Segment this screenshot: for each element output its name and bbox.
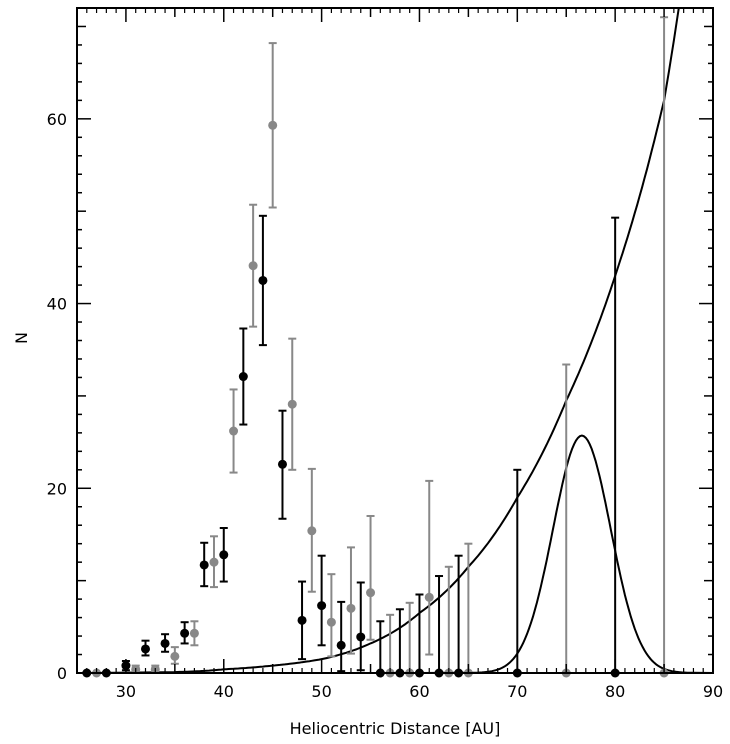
black-data-point: [199, 541, 209, 588]
black-data-point: [297, 580, 307, 661]
marker: [424, 592, 434, 602]
gray-data-point: [229, 388, 239, 474]
gray-data-point: [170, 646, 180, 665]
black-data-point: [277, 409, 287, 520]
marker: [180, 628, 190, 638]
gray-data-point: [424, 479, 434, 656]
black-data-point: [140, 639, 150, 657]
axis-ticks: 30 40 50 60 70 80 90 0 20 40 60: [47, 8, 723, 701]
y-axis-label: N: [12, 332, 31, 344]
marker: [307, 526, 317, 536]
marker: [277, 459, 287, 469]
marker: [199, 560, 209, 570]
x-tick-label: 40: [214, 682, 234, 701]
marker: [287, 399, 297, 409]
y-tick-label: 40: [47, 295, 67, 314]
data-points: [82, 16, 669, 678]
marker: [297, 615, 307, 625]
marker: [356, 632, 366, 642]
plot-axes: [76, 7, 714, 674]
x-tick-label: 70: [507, 682, 527, 701]
gray-data-point: [209, 535, 219, 589]
marker: [209, 557, 219, 567]
black-data-point: [160, 633, 170, 653]
y-tick-label: 0: [57, 664, 67, 683]
gray-data-point: [405, 601, 415, 678]
black-data-point: [336, 600, 346, 673]
black-data-point: [356, 581, 366, 672]
gray-data-point: [307, 467, 317, 593]
gray-data-point: [366, 514, 376, 641]
gray-data-point: [189, 620, 199, 647]
gray-data-point: [561, 363, 571, 678]
marker: [258, 275, 268, 285]
marker: [268, 120, 278, 130]
plot-frame: [76, 7, 714, 674]
marker: [336, 640, 346, 650]
black-data-point: [317, 554, 327, 647]
marker: [317, 601, 327, 611]
y-tick-label: 60: [47, 110, 67, 129]
black-data-point: [395, 608, 405, 678]
gray-data-point: [268, 42, 278, 209]
gaussian-model-curve: [419, 434, 713, 673]
marker: [140, 644, 150, 654]
marker: [160, 638, 170, 648]
gray-data-point: [287, 337, 297, 471]
exponential-model-curve: [86, 8, 680, 673]
marker: [346, 603, 356, 613]
black-data-point: [219, 526, 229, 583]
black-data-point: [258, 214, 268, 347]
gray-data-point: [346, 546, 356, 655]
gray-data-point: [659, 16, 669, 678]
black-data-point: [238, 327, 248, 426]
model-curves: [86, 8, 713, 673]
gray-data-point: [444, 565, 454, 678]
black-data-point: [180, 621, 190, 645]
marker: [238, 372, 248, 382]
marker: [189, 628, 199, 638]
gray-data-point: [248, 203, 258, 328]
x-tick-label: 90: [703, 682, 723, 701]
black-data-point: [434, 575, 444, 678]
x-axis-label: Heliocentric Distance [AU]: [290, 719, 501, 738]
x-tick-label: 30: [116, 682, 136, 701]
x-tick-label: 80: [605, 682, 625, 701]
x-tick-label: 50: [311, 682, 331, 701]
marker: [229, 426, 239, 436]
x-tick-label: 60: [409, 682, 429, 701]
marker: [170, 651, 180, 661]
marker: [366, 588, 376, 598]
marker: [219, 550, 229, 560]
y-tick-label: 20: [47, 479, 67, 498]
gray-data-point: [326, 573, 336, 658]
marker: [326, 617, 336, 627]
marker: [248, 261, 258, 271]
